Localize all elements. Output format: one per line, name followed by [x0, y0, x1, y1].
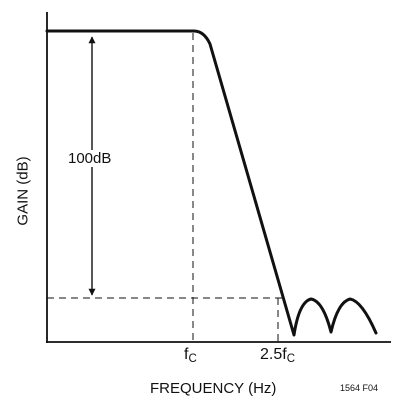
- y-axis-label: GAIN (dB): [14, 156, 32, 226]
- x-tick-cutoff-base: f: [184, 346, 189, 363]
- figure-id: 1564 F04: [340, 383, 379, 393]
- x-tick-stopband-subscript: C: [286, 353, 296, 366]
- x-axis-label: FREQUENCY (Hz): [150, 380, 277, 397]
- gain-response-curve: [45, 29, 378, 337]
- x-tick-stopband-base: 2.5f: [260, 346, 287, 363]
- attenuation-annotation: 100dB: [67, 150, 113, 167]
- x-tick-cutoff-subscript: C: [188, 353, 197, 366]
- x-tick-cutoff: fC: [184, 347, 197, 366]
- x-tick-stopband: 2.5fC: [260, 347, 295, 366]
